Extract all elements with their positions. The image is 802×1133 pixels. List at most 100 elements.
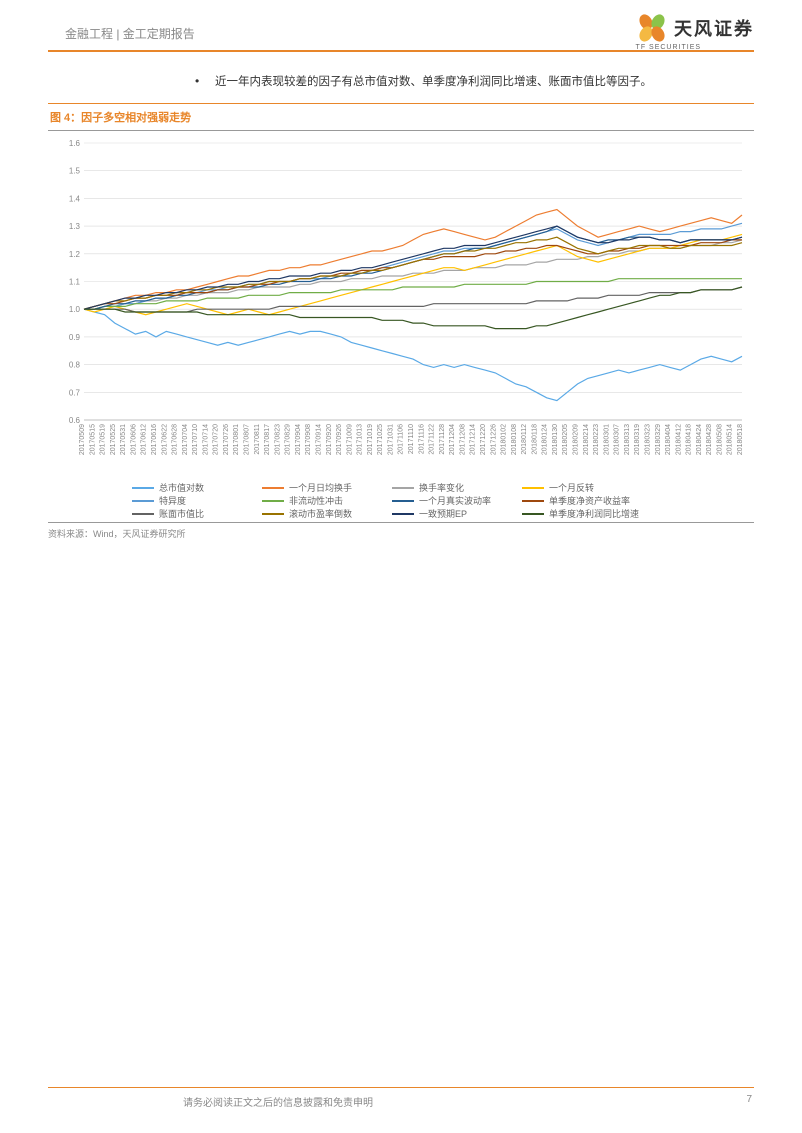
svg-text:20171019: 20171019 bbox=[367, 424, 374, 455]
svg-text:1.3: 1.3 bbox=[69, 222, 81, 231]
legend-item: 总市值对数 bbox=[132, 481, 262, 494]
legend-swatch bbox=[262, 500, 284, 502]
legend-item: 一个月真实波动率 bbox=[392, 494, 522, 507]
page-header: 金融工程 | 金工定期报告 天风证券 TF SECURITIES bbox=[0, 0, 802, 58]
legend-row: 账面市值比滚动市盈率倒数一致预期EP单季度净利润同比增速 bbox=[52, 507, 750, 520]
svg-text:20170606: 20170606 bbox=[130, 424, 137, 455]
figure-source: 资料来源：Wind，天风证券研究所 bbox=[48, 522, 754, 540]
svg-text:20170616: 20170616 bbox=[151, 424, 158, 455]
svg-text:1.4: 1.4 bbox=[69, 195, 81, 204]
legend-item: 一致预期EP bbox=[392, 507, 522, 520]
legend-swatch bbox=[522, 500, 544, 502]
legend-swatch bbox=[392, 500, 414, 502]
breadcrumb: 金融工程 | 金工定期报告 bbox=[65, 25, 195, 42]
svg-text:20180205: 20180205 bbox=[562, 424, 569, 455]
svg-text:20180319: 20180319 bbox=[634, 424, 641, 455]
svg-text:1.6: 1.6 bbox=[69, 139, 81, 148]
svg-text:20170515: 20170515 bbox=[89, 424, 96, 455]
figure-title: 图 4：因子多空相对强弱走势 bbox=[50, 112, 191, 124]
legend-swatch bbox=[132, 487, 154, 489]
svg-text:0.9: 0.9 bbox=[69, 333, 81, 342]
svg-text:20170829: 20170829 bbox=[285, 424, 292, 455]
svg-text:20180424: 20180424 bbox=[696, 424, 703, 455]
svg-text:1.2: 1.2 bbox=[69, 250, 81, 259]
svg-text:20180514: 20180514 bbox=[727, 424, 734, 455]
legend-swatch bbox=[262, 487, 284, 489]
svg-text:20171025: 20171025 bbox=[377, 424, 384, 455]
svg-text:20170720: 20170720 bbox=[213, 424, 220, 455]
bullet-text: 近一年内表现较差的因子有总市值对数、单季度净利润同比增速、账面市值比等因子。 bbox=[215, 76, 652, 88]
svg-text:20171204: 20171204 bbox=[449, 424, 456, 455]
legend-label: 非流动性冲击 bbox=[289, 494, 343, 507]
legend-label: 单季度净资产收益率 bbox=[549, 494, 630, 507]
svg-text:20171106: 20171106 bbox=[398, 424, 405, 455]
legend-swatch bbox=[392, 487, 414, 489]
line-chart: 0.60.70.80.91.01.11.21.31.41.51.62017050… bbox=[52, 135, 750, 475]
svg-text:20171214: 20171214 bbox=[470, 424, 477, 455]
svg-text:20170908: 20170908 bbox=[305, 424, 312, 455]
svg-text:20171122: 20171122 bbox=[429, 424, 436, 455]
svg-text:20180508: 20180508 bbox=[716, 424, 723, 455]
svg-text:20180404: 20180404 bbox=[665, 424, 672, 455]
legend-row: 总市值对数 一个月日均换手 换手率变化 一个月反转 bbox=[52, 481, 750, 494]
svg-text:20170622: 20170622 bbox=[161, 424, 168, 455]
legend-swatch bbox=[132, 500, 154, 502]
svg-text:20171110: 20171110 bbox=[408, 424, 415, 454]
legend-swatch bbox=[392, 513, 414, 515]
svg-text:20171031: 20171031 bbox=[387, 424, 394, 455]
svg-text:20171128: 20171128 bbox=[439, 424, 446, 455]
legend-label: 特异度 bbox=[159, 494, 186, 507]
svg-text:20170612: 20170612 bbox=[141, 424, 148, 455]
legend-item: 特异度 bbox=[132, 494, 262, 507]
legend-swatch bbox=[132, 513, 154, 515]
svg-text:20171116: 20171116 bbox=[418, 424, 425, 454]
footer-disclaimer: 请务必阅读正文之后的信息披露和免责申明 bbox=[48, 1094, 754, 1109]
legend-item: 一个月反转 bbox=[522, 481, 652, 494]
svg-text:20171208: 20171208 bbox=[459, 424, 466, 455]
svg-text:20180108: 20180108 bbox=[511, 424, 518, 455]
logo-text: 天风证券 bbox=[674, 15, 754, 41]
svg-text:20180313: 20180313 bbox=[624, 424, 631, 455]
legend-label: 一个月日均换手 bbox=[289, 481, 352, 494]
legend-swatch bbox=[522, 487, 544, 489]
logo-flower-icon bbox=[634, 10, 670, 46]
svg-text:20170704: 20170704 bbox=[182, 424, 189, 455]
brand-logo: 天风证券 TF SECURITIES bbox=[634, 10, 754, 51]
svg-text:20170823: 20170823 bbox=[274, 424, 281, 455]
svg-text:20170801: 20170801 bbox=[233, 424, 240, 455]
svg-text:20180329: 20180329 bbox=[655, 424, 662, 455]
svg-text:20170811: 20170811 bbox=[254, 424, 261, 455]
legend-label: 一个月真实波动率 bbox=[419, 494, 491, 507]
svg-text:20170920: 20170920 bbox=[326, 424, 333, 455]
svg-text:20171009: 20171009 bbox=[346, 424, 353, 455]
legend-label: 换手率变化 bbox=[419, 481, 464, 494]
svg-text:20180102: 20180102 bbox=[501, 424, 508, 455]
legend-swatch bbox=[522, 513, 544, 515]
svg-text:20180214: 20180214 bbox=[583, 424, 590, 455]
svg-text:0.7: 0.7 bbox=[69, 389, 81, 398]
legend-item: 换手率变化 bbox=[392, 481, 522, 494]
svg-text:20170509: 20170509 bbox=[79, 424, 86, 455]
svg-text:20180209: 20180209 bbox=[573, 424, 580, 455]
legend-item: 单季度净资产收益率 bbox=[522, 494, 652, 507]
svg-text:20170904: 20170904 bbox=[295, 424, 302, 455]
svg-text:20170714: 20170714 bbox=[202, 424, 209, 455]
svg-text:20180428: 20180428 bbox=[706, 424, 713, 455]
bullet-marker: • bbox=[195, 74, 199, 88]
svg-text:20180130: 20180130 bbox=[552, 424, 559, 455]
legend-label: 总市值对数 bbox=[159, 481, 204, 494]
svg-text:20171226: 20171226 bbox=[490, 424, 497, 455]
legend-item: 滚动市盈率倒数 bbox=[262, 507, 392, 520]
legend-label: 滚动市盈率倒数 bbox=[289, 507, 352, 520]
svg-text:20180112: 20180112 bbox=[521, 424, 528, 455]
svg-text:20170817: 20170817 bbox=[264, 424, 271, 455]
svg-text:1.5: 1.5 bbox=[69, 167, 81, 176]
page-footer: 请务必阅读正文之后的信息披露和免责申明 7 bbox=[48, 1087, 754, 1109]
svg-text:0.8: 0.8 bbox=[69, 361, 81, 370]
header-divider bbox=[48, 50, 754, 52]
legend-label: 单季度净利润同比增速 bbox=[549, 507, 639, 520]
svg-text:20180301: 20180301 bbox=[603, 424, 610, 455]
svg-text:20180223: 20180223 bbox=[593, 424, 600, 455]
svg-text:20180118: 20180118 bbox=[531, 424, 538, 455]
footer-page-number: 7 bbox=[746, 1094, 752, 1105]
